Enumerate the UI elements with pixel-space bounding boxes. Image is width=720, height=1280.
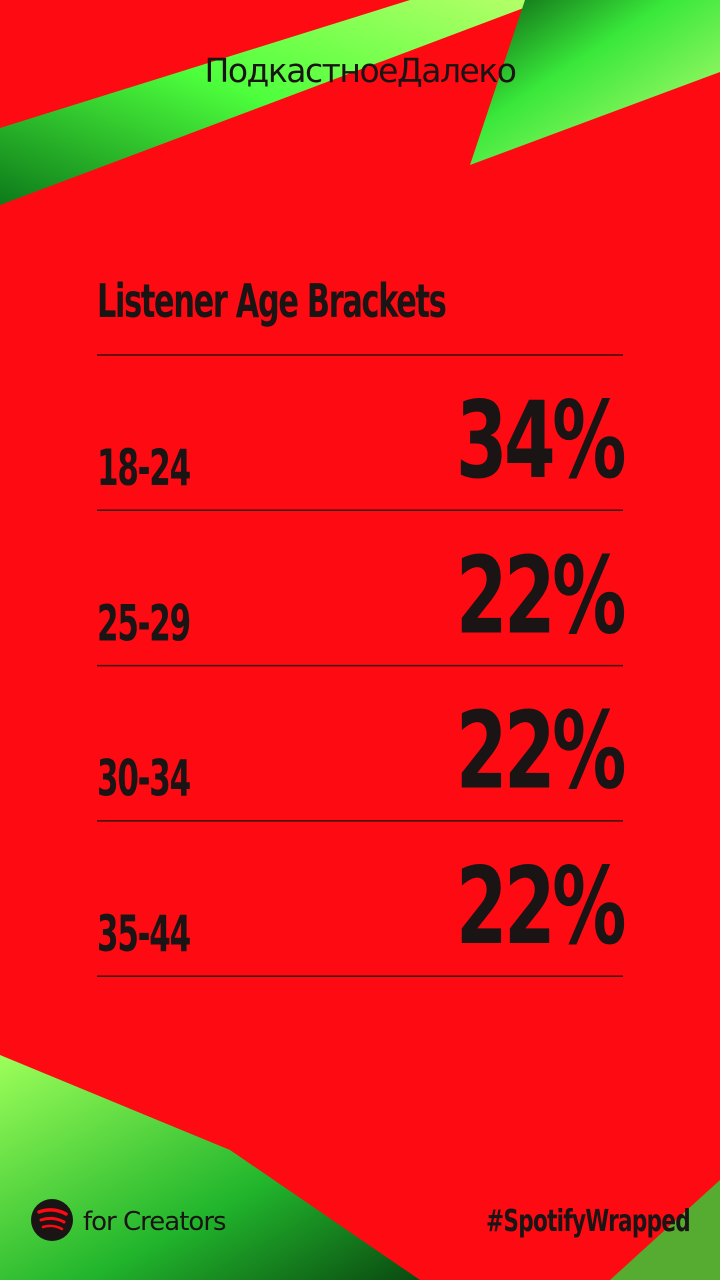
age-label: 25-29 <box>97 593 190 652</box>
age-label: 18-24 <box>97 438 190 497</box>
age-share: 22% <box>456 844 624 968</box>
decor-shape <box>610 1180 720 1280</box>
age-label: 30-34 <box>97 749 190 808</box>
brand-label: for Creators <box>83 1207 226 1237</box>
spotify-logo <box>31 1199 73 1241</box>
age-share: 22% <box>456 534 624 658</box>
hashtag: #SpotifyWrapped <box>486 1205 690 1239</box>
age-share: 34% <box>456 379 624 503</box>
section-title: Listener Age Brackets <box>97 276 446 329</box>
age-label: 35-44 <box>97 904 190 963</box>
age-share: 22% <box>456 689 624 813</box>
podcast-title: ПодкастноеДалеко <box>205 51 516 90</box>
rows: 18-24 34% 25-29 22% 30-34 22% 35-44 22% <box>97 379 628 977</box>
decor-shape <box>470 0 720 165</box>
decor-shape <box>0 0 545 205</box>
decor-shape <box>0 1055 420 1280</box>
